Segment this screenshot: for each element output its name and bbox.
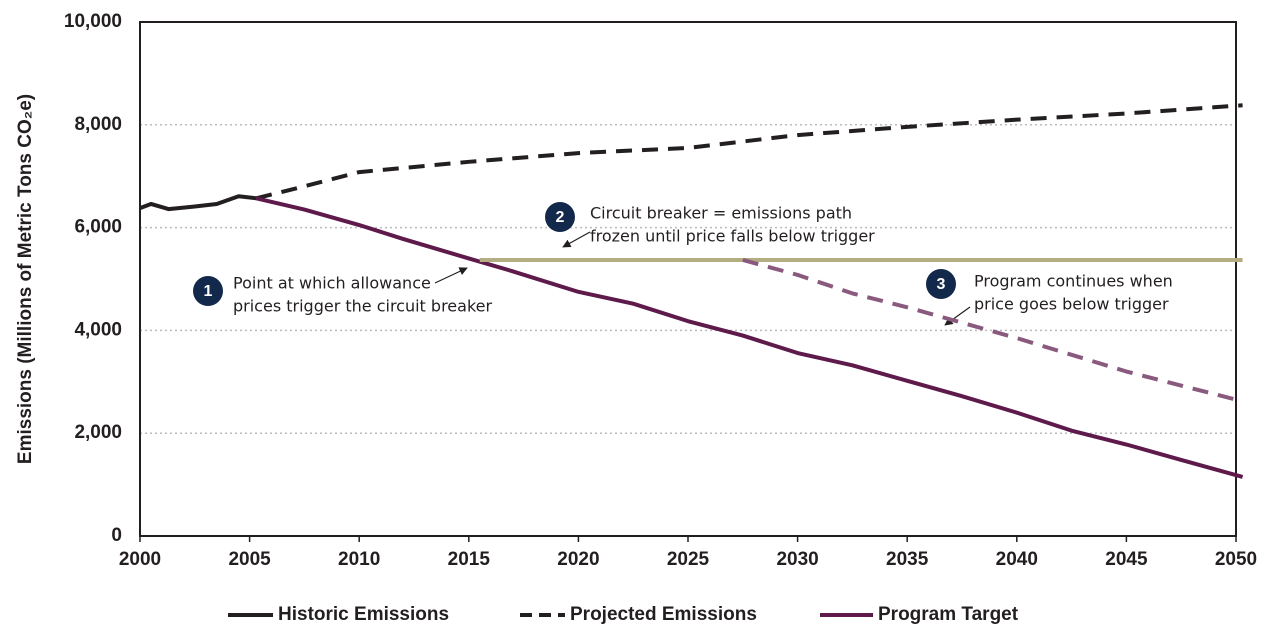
x-tick-label: 2005 <box>228 549 271 570</box>
annotation-text: frozen until price falls below trigger <box>590 227 875 246</box>
plot-frame <box>139 21 1237 537</box>
annotation-text: Circuit breaker = emissions path <box>590 204 852 223</box>
annotation-badge <box>193 276 223 306</box>
x-tick-label: 2010 <box>338 549 380 570</box>
series-line <box>139 194 257 212</box>
annotation-number: 3 <box>937 276 946 293</box>
annotation-badge <box>926 269 956 299</box>
x-tick-label: 2030 <box>776 549 818 570</box>
annotation-text: prices trigger the circuit breaker <box>233 297 492 316</box>
annotation-text: price goes below trigger <box>974 295 1169 314</box>
y-tick-label: 2,000 <box>74 422 122 443</box>
x-tick-label: 2035 <box>886 549 929 570</box>
annotation-text: Point at which allowance <box>233 274 431 293</box>
annotation-number: 2 <box>556 209 565 226</box>
series-line <box>255 196 1244 479</box>
legend-label: Program Target <box>878 604 1019 625</box>
legend-label: Historic Emissions <box>278 604 449 625</box>
annotation-badge <box>545 202 575 232</box>
x-tick-label: 2000 <box>119 549 161 570</box>
series-line <box>742 258 1244 404</box>
arrow <box>944 306 971 326</box>
y-tick-label: 4,000 <box>74 319 122 340</box>
x-tick-label: 2020 <box>557 549 599 570</box>
arrow <box>562 231 591 248</box>
legend-label: Projected Emissions <box>570 604 757 625</box>
annotation-number: 1 <box>204 283 213 300</box>
y-tick-label: 10,000 <box>64 11 122 32</box>
x-tick-label: 2015 <box>448 549 491 570</box>
annotation-text: Program continues when <box>974 272 1173 291</box>
arrow <box>434 267 468 284</box>
y-axis-label: Emissions (Millions of Metric Tons CO₂e) <box>15 94 36 464</box>
y-tick-label: 0 <box>111 525 122 546</box>
x-tick-label: 2050 <box>1215 549 1257 570</box>
y-tick-label: 6,000 <box>74 217 122 238</box>
x-tick-label: 2040 <box>996 549 1038 570</box>
y-tick-label: 8,000 <box>74 114 122 135</box>
x-tick-label: 2025 <box>667 549 710 570</box>
series-line <box>255 103 1243 201</box>
x-tick-label: 2045 <box>1105 549 1148 570</box>
